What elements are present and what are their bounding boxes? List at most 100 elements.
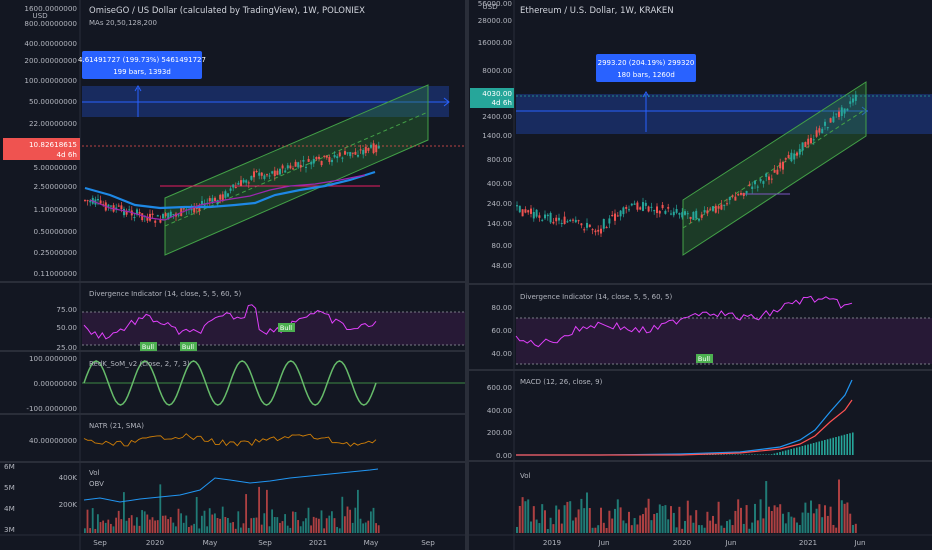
volume-bar: [86, 509, 89, 533]
bull-badge-label: Bull: [142, 343, 154, 351]
candle-body: [151, 213, 154, 215]
right-time-axis[interactable]: 2019 Jun 2020 Jun 2021 Jun: [469, 534, 932, 547]
volume-bar: [312, 516, 315, 533]
bull-badge[interactable]: [180, 342, 197, 351]
candle-body: [240, 180, 242, 187]
candle-body: [840, 107, 843, 116]
vol-tick: 4M: [4, 504, 15, 513]
candle-body: [312, 158, 315, 164]
volume-bar: [211, 514, 214, 533]
volume-bar: [136, 517, 138, 533]
candle-body: [569, 220, 572, 222]
candle-body: [120, 205, 123, 210]
measure-line1: 2993.20 (204.19%) 299320: [598, 59, 695, 67]
candle-body: [234, 186, 237, 188]
candle-body: [675, 208, 678, 213]
volume-bar: [97, 514, 99, 533]
volume-bar: [804, 502, 807, 533]
volume-bar: [104, 522, 107, 533]
redk-label: RedK_SoM_v2 (close, 2, 7, 3): [89, 360, 190, 368]
candle-body: [717, 206, 720, 209]
price-tick: 0.50000000: [34, 227, 78, 236]
volume-bar: [237, 511, 240, 533]
candle-body: [362, 149, 365, 155]
volume-bar: [835, 527, 838, 533]
price-tick: 140.00: [487, 219, 513, 228]
regression-channel[interactable]: [164, 84, 429, 256]
macd-bar: [840, 435, 843, 455]
volume-bar: [784, 523, 787, 533]
divergence-oscillator-line: [515, 295, 853, 348]
candle-body: [574, 219, 577, 223]
candle-body: [182, 208, 185, 210]
volume-bar: [297, 520, 299, 533]
bull-badge[interactable]: [696, 354, 713, 363]
candle-body: [377, 146, 380, 149]
volume-bar: [600, 507, 602, 533]
candle-body: [346, 152, 349, 154]
vol-label: Vol: [89, 469, 100, 477]
right-price-axis[interactable]: USD 56000.00 28000.00 16000.00 8000.00 2…: [470, 0, 514, 270]
candle-body: [639, 207, 642, 210]
bull-badge[interactable]: [140, 342, 157, 351]
volume-bar: [698, 525, 700, 533]
redk-tick: -100.0000000: [26, 404, 77, 413]
ma-128-line: [84, 170, 376, 210]
left-price-axis[interactable]: 1600.0000000 800.00000000 400.00000000 2…: [3, 4, 80, 278]
measure-range-box[interactable]: [516, 94, 932, 134]
macd-bar: [852, 432, 854, 455]
measure-tooltip: [596, 54, 696, 82]
bull-badge[interactable]: [278, 323, 295, 332]
volume-bar: [156, 520, 159, 533]
candle-body: [255, 171, 258, 173]
candle-body: [354, 151, 357, 155]
right-chart-title: Ethereum / U.S. Dollar, 1W, KRAKEN: [520, 6, 674, 16]
time-tick: 2019: [543, 538, 562, 547]
volume-bar: [586, 492, 588, 533]
volume-bar: [133, 525, 136, 533]
macd-bar: [728, 454, 731, 455]
candle-body: [232, 184, 235, 188]
candle-body: [266, 174, 268, 176]
volume-bar: [653, 514, 656, 533]
volume-bar: [151, 517, 154, 533]
volume-bar: [221, 506, 224, 533]
candle-body: [751, 186, 754, 190]
candle-body: [773, 169, 776, 173]
volume-bar: [110, 523, 112, 533]
volume-bar: [208, 508, 211, 533]
candle-body: [824, 121, 826, 126]
volume-bar: [670, 506, 672, 533]
candle-body: [787, 154, 790, 159]
macd-bar: [779, 452, 781, 455]
candle-body: [577, 220, 580, 222]
macd-bar: [726, 454, 728, 455]
volume-bar: [818, 504, 821, 533]
volume-bar: [588, 508, 591, 533]
candle-body: [193, 207, 196, 213]
volume-bar: [790, 516, 793, 533]
candle-body: [320, 160, 323, 166]
candle-body: [608, 218, 611, 224]
volume-bar: [801, 512, 804, 533]
left-chart-panel[interactable]: 4.61491727 (199.73%) 5461491727 199 bars…: [0, 0, 465, 550]
chart-separator[interactable]: [465, 0, 469, 550]
volume-bar: [644, 507, 647, 533]
macd-bar: [824, 440, 826, 455]
volume-bar: [128, 517, 130, 533]
volume-bar: [810, 500, 812, 533]
divergence-tick: 50.00: [56, 323, 77, 332]
left-time-axis[interactable]: Sep 2020 May Sep 2021 May Sep: [0, 534, 465, 547]
volume-bar: [125, 520, 128, 533]
candle-body: [268, 175, 271, 177]
volume-bar: [307, 507, 310, 533]
volume-bar: [344, 516, 346, 533]
right-chart-panel[interactable]: 2993.20 (204.19%) 299320 180 bars, 1260d…: [469, 0, 932, 550]
candle-body: [558, 217, 560, 221]
last-price-countdown: 4d 6h: [56, 150, 77, 159]
price-tick: 800.00: [487, 155, 513, 164]
time-tick: Sep: [258, 538, 272, 547]
candle-body: [349, 152, 352, 157]
candle-body: [177, 214, 180, 216]
volume-bar: [234, 528, 237, 533]
